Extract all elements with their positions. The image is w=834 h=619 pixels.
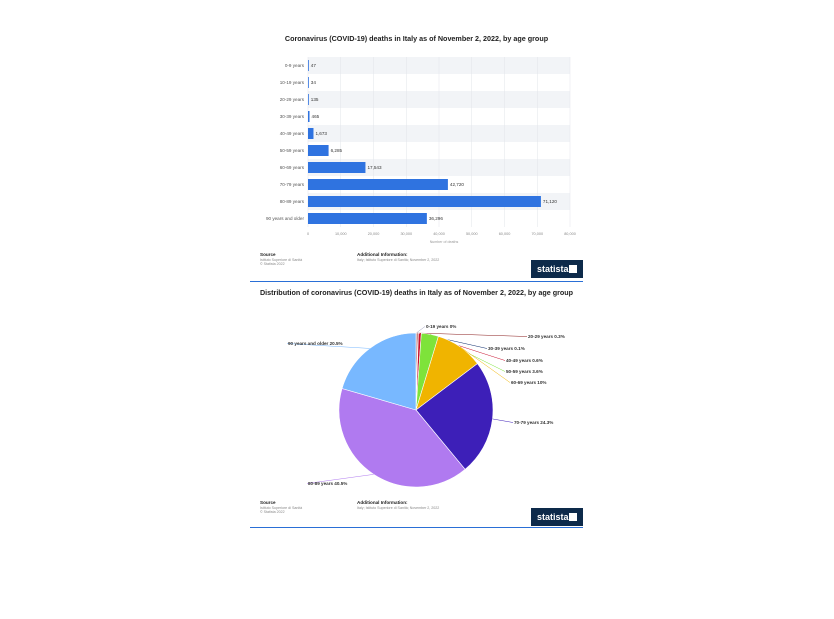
additional-info-heading: Additional Information: — [357, 252, 408, 257]
pie-chart-title: Distribution of coronavirus (COVID-19) d… — [259, 288, 574, 297]
bar-value-label: 465 — [312, 114, 320, 119]
source-line-1-2: Istituto Superiore di Sanità — [260, 506, 303, 510]
x-tick-label: 80,000 — [564, 232, 576, 236]
pie-leader-line — [459, 346, 511, 383]
pie-chart-panel: Distribution of coronavirus (COVID-19) d… — [250, 284, 583, 528]
bar-chart-panel: Coronavirus (COVID-19) deaths in Italy a… — [250, 30, 583, 282]
x-tick-label: 60,000 — [499, 232, 511, 236]
source-line-1: Istituto Superiore di Sanità — [260, 258, 303, 262]
bar-value-label: 71,120 — [543, 199, 557, 204]
pie-slice-label: 50-59 years 3.6% — [506, 369, 543, 374]
bar-value-label: 42,720 — [450, 182, 464, 187]
x-tick-label: 40,000 — [433, 232, 445, 236]
bar — [308, 179, 448, 190]
bar-chart-title: Coronavirus (COVID-19) deaths in Italy a… — [284, 34, 549, 43]
pie-slice-label: 70-79 years 24.3% — [514, 420, 553, 425]
bar-value-label: 34 — [311, 80, 317, 85]
pie-leader-line — [492, 418, 514, 423]
pie-slice-label: 60-69 years 10% — [511, 380, 547, 385]
bar-value-label: 36,296 — [429, 216, 443, 221]
y-category-label: 70-79 years — [280, 182, 305, 187]
source-heading: Source — [260, 252, 276, 257]
bar — [308, 94, 309, 105]
y-category-label: 60-69 years — [280, 165, 305, 170]
pie-leader-line — [416, 326, 426, 334]
statista-logo: statista — [531, 260, 583, 278]
y-category-label: 50-59 years — [280, 148, 305, 153]
statista-mark-icon-2 — [569, 513, 577, 521]
pie-slice — [415, 363, 494, 470]
pie-leader-line — [306, 474, 374, 484]
bar-value-label: 1,673 — [315, 131, 327, 136]
x-tick-label: 10,000 — [335, 232, 347, 236]
bar — [308, 111, 310, 122]
x-tick-label: 50,000 — [466, 232, 478, 236]
bar-value-label: 17,543 — [367, 165, 381, 170]
pie-slice-label: 20-29 years 0.3% — [528, 334, 565, 339]
x-tick-label: 70,000 — [531, 232, 543, 236]
source-heading-2: Source — [260, 500, 276, 505]
pie-slice-label: 40-49 years 0.6% — [506, 358, 543, 363]
y-category-label: 0-9 years — [285, 63, 305, 68]
bar-value-label: 47 — [311, 63, 317, 68]
pie-leader-line — [417, 332, 528, 337]
statista-logo-2: statista — [531, 508, 583, 526]
bar-chart: 0 10,000 20,000 30,000 40,000 50,000 60,000 70,… — [266, 57, 576, 244]
panel-rule-2 — [250, 527, 583, 528]
statista-brand-text: statista — [537, 264, 569, 274]
y-category-label: 20-29 years — [280, 97, 305, 102]
bar — [308, 128, 314, 139]
bar — [308, 145, 329, 156]
pie-slice — [338, 388, 466, 488]
additional-info-text: Italy; Istituto Superiore di Sanità; Nov… — [357, 258, 440, 262]
pie-slice-label: 90 years and older 20.5% — [288, 341, 343, 346]
panel-rule — [250, 281, 583, 282]
pie-leader-line — [286, 343, 370, 349]
bar — [308, 162, 366, 173]
pie-slice — [341, 332, 417, 411]
pie-slice-label: 80-89 years 40.5% — [308, 481, 347, 486]
y-category-label: 30-39 years — [280, 114, 305, 119]
x-tick-label: 30,000 — [400, 232, 412, 236]
pie-slice-label: 30-39 years 0.1% — [488, 346, 525, 351]
y-category-label: 10-19 years — [280, 80, 305, 85]
bar-chart-footer: Source Istituto Superiore di Sanità © St… — [250, 252, 583, 278]
statista-mark-icon — [569, 265, 577, 273]
y-category-label: 90 years and older — [266, 216, 305, 221]
x-tick-label: 0 — [307, 232, 309, 236]
bar — [308, 77, 309, 88]
statista-brand-text-2: statista — [537, 512, 569, 522]
y-category-label: 80-89 years — [280, 199, 305, 204]
pie-chart-footer: Source Istituto Superiore di Sanità © St… — [250, 500, 583, 526]
bar — [308, 196, 541, 207]
pie-chart: 0-19 years 0% 20-29 years 0.3% 30-39 years… — [286, 324, 565, 488]
bar-value-label: 6,285 — [331, 148, 343, 153]
y-category-label: 40-49 years — [280, 131, 305, 136]
bar — [308, 213, 427, 224]
additional-info-heading-2: Additional Information: — [357, 500, 408, 505]
bar — [308, 60, 309, 71]
x-tick-label: 20,000 — [368, 232, 380, 236]
x-axis-label: Number of deaths — [430, 240, 459, 244]
source-line-2: © Statista 2022 — [260, 262, 285, 266]
pie-slice-label: 0-19 years 0% — [426, 324, 456, 329]
additional-info-text-2: Italy; Istituto Superiore di Sanità; Nov… — [357, 506, 440, 510]
bar-value-label: 135 — [311, 97, 319, 102]
source-line-2-2: © Statista 2022 — [260, 510, 285, 514]
